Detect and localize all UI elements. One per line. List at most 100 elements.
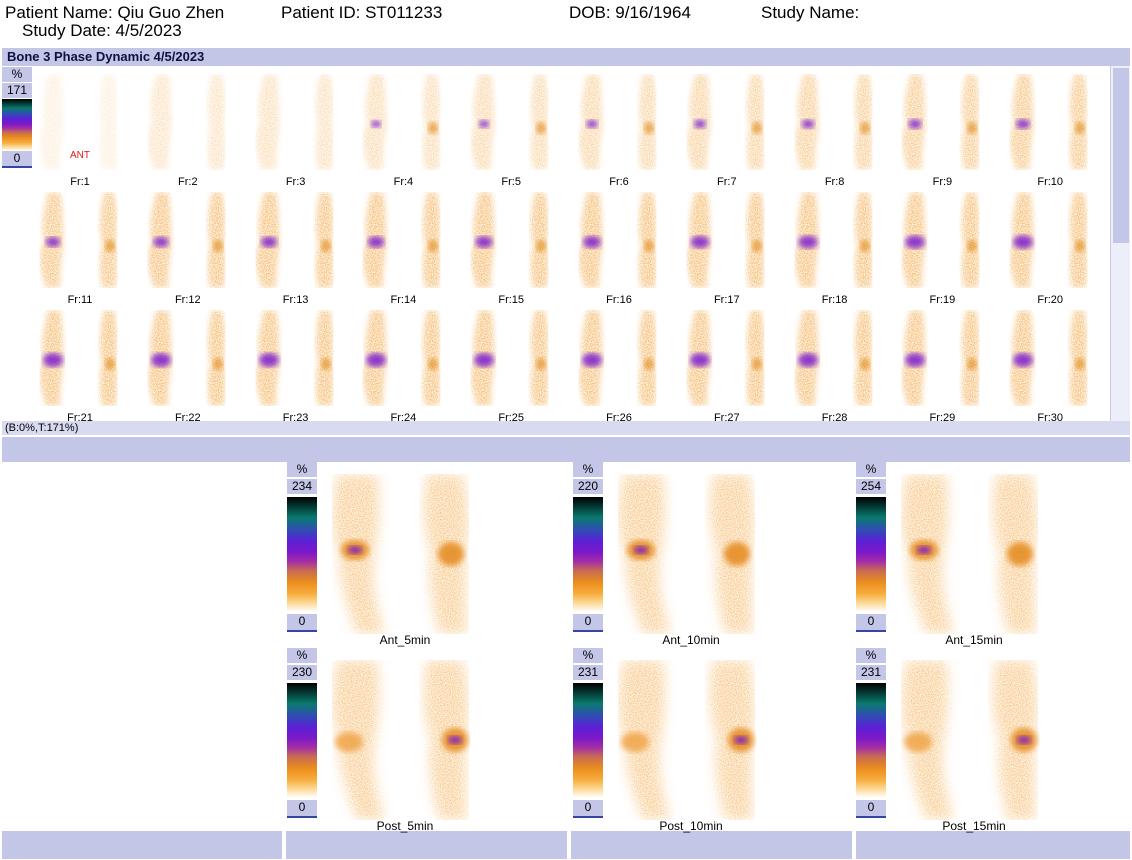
static-image-panel[interactable]: % 230 0 Post_5min [287,648,557,833]
scale-min: 0 [287,614,317,632]
static-image-panel[interactable]: % 254 0 Ant_15min [856,462,1126,647]
dynamic-frame[interactable]: Fr:2 [134,72,242,192]
static-image-label: Post_10min [659,819,723,833]
dynamic-frame[interactable]: Fr:25 [457,308,565,428]
dynamic-frame[interactable]: Fr:30 [996,308,1104,428]
dynamic-title-bar: Bone 3 Phase Dynamic 4/5/2023 [2,48,1130,66]
scrollbar-thumb[interactable] [1113,68,1129,243]
scale-max: 220 [573,479,603,494]
scale-min: 0 [287,800,317,818]
frame-label: Fr:7 [717,176,737,188]
scale-unit: % [856,462,886,477]
bottom-bar-4 [856,831,1130,859]
scale-max: 231 [856,665,886,680]
static-image-label: Post_5min [376,819,434,833]
dynamic-frame[interactable]: Fr:27 [673,308,781,428]
dynamic-frames-panel[interactable]: Fr:1 Fr:2 Fr:3 Fr:4 Fr:5 [2,66,1110,424]
dynamic-frame[interactable]: Fr:14 [349,190,457,310]
dynamic-frame[interactable]: Fr:3 [242,72,350,192]
dynamic-frame[interactable]: Fr:8 [781,72,889,192]
static-image-label: Ant_10min [662,633,720,647]
static-image-panel[interactable]: % 234 0 Ant_5min [287,462,557,647]
dynamic-frame[interactable]: Fr:12 [134,190,242,310]
scale-max: 171 [2,83,32,98]
frame-label: Fr:1 [70,176,90,188]
dynamic-frame[interactable]: Fr:1 [26,72,134,192]
static-color-scale: % 220 0 [573,462,603,634]
date-of-birth: DOB: 9/16/1964 [569,3,691,22]
dynamic-frame[interactable]: Fr:17 [673,190,781,310]
dynamic-frame[interactable]: Fr:23 [242,308,350,428]
scale-min: 0 [573,800,603,818]
static-color-scale: % 231 0 [856,648,886,820]
color-gradient [573,497,603,612]
dynamic-frame[interactable]: Fr:5 [457,72,565,192]
frame-label: Fr:19 [929,294,956,306]
patient-id: Patient ID: ST011233 [281,3,443,22]
dynamic-frame[interactable]: Fr:6 [565,72,673,192]
dynamic-frame[interactable]: Fr:20 [996,190,1104,310]
color-gradient [856,497,886,612]
scale-min: 0 [856,614,886,632]
static-image-panel[interactable]: % 231 0 Post_10min [573,648,843,833]
dynamic-frame[interactable]: Fr:26 [565,308,673,428]
scale-unit: % [2,67,32,82]
dynamic-frame[interactable]: Fr:7 [673,72,781,192]
dynamic-frame[interactable]: Fr:18 [781,190,889,310]
color-gradient [2,99,32,151]
section-divider-bar [2,437,1130,462]
vertical-scrollbar[interactable] [1110,66,1130,421]
static-image-panel[interactable]: % 231 0 Post_15min [856,648,1126,833]
anterior-knee-image [901,474,1038,634]
color-gradient [573,683,603,798]
dynamic-frame[interactable]: Fr:16 [565,190,673,310]
static-color-scale: % 231 0 [573,648,603,820]
static-image-label: Ant_15min [945,633,1003,647]
frame-label: Fr:17 [713,294,740,306]
dynamic-frame[interactable]: Fr:22 [134,308,242,428]
scale-unit: % [573,462,603,477]
dynamic-frame[interactable]: Fr:15 [457,190,565,310]
posterior-knee-image [332,660,469,820]
frame-label: Fr:3 [285,176,306,188]
scale-min: 0 [573,614,603,632]
frame-label: Fr:12 [174,294,201,306]
scale-unit: % [287,462,317,477]
dynamic-frame[interactable]: Fr:13 [242,190,350,310]
dynamic-frame[interactable]: Fr:21 [26,308,134,428]
static-color-scale: % 230 0 [287,648,317,820]
static-color-scale: % 234 0 [287,462,317,634]
color-gradient [856,683,886,798]
frame-label: Fr:2 [178,176,198,188]
anterior-knee-image [618,474,755,634]
dynamic-frame[interactable]: Fr:11 [26,190,134,310]
scale-max: 230 [287,665,317,680]
dynamic-frame[interactable]: Fr:24 [349,308,457,428]
bottom-bar-1 [2,831,282,859]
dynamic-color-scale: % 171 0 [2,67,32,169]
color-gradient [287,683,317,798]
dynamic-frame[interactable]: Fr:29 [888,308,996,428]
anterior-knee-image [332,474,469,634]
dynamic-frame[interactable]: Fr:4 [349,72,457,192]
scale-unit: % [856,648,886,663]
static-image-panel[interactable]: % 220 0 Ant_10min [573,462,843,647]
dynamic-frame[interactable]: Fr:9 [888,72,996,192]
patient-name: Patient Name: Qiu Guo Zhen [5,3,225,22]
frame-label: Fr:8 [824,176,845,188]
dynamic-frame[interactable]: Fr:28 [781,308,889,428]
scale-min: 0 [2,151,32,168]
scale-unit: % [573,648,603,663]
view-label-ant: ANT [70,150,90,161]
frame-label: Fr:11 [67,294,93,306]
scale-max: 234 [287,479,317,494]
frame-label: Fr:9 [932,176,953,188]
dynamic-frame[interactable]: Fr:19 [888,190,996,310]
study-name: Study Name: [761,3,860,22]
frame-label: Fr:15 [498,294,525,306]
bottom-bar-3 [571,831,852,859]
posterior-knee-image [901,660,1038,820]
window-level-status: (B:0%,T:171%) [2,421,1130,435]
dynamic-frame[interactable]: Fr:10 [996,72,1104,192]
scale-min: 0 [856,800,886,818]
